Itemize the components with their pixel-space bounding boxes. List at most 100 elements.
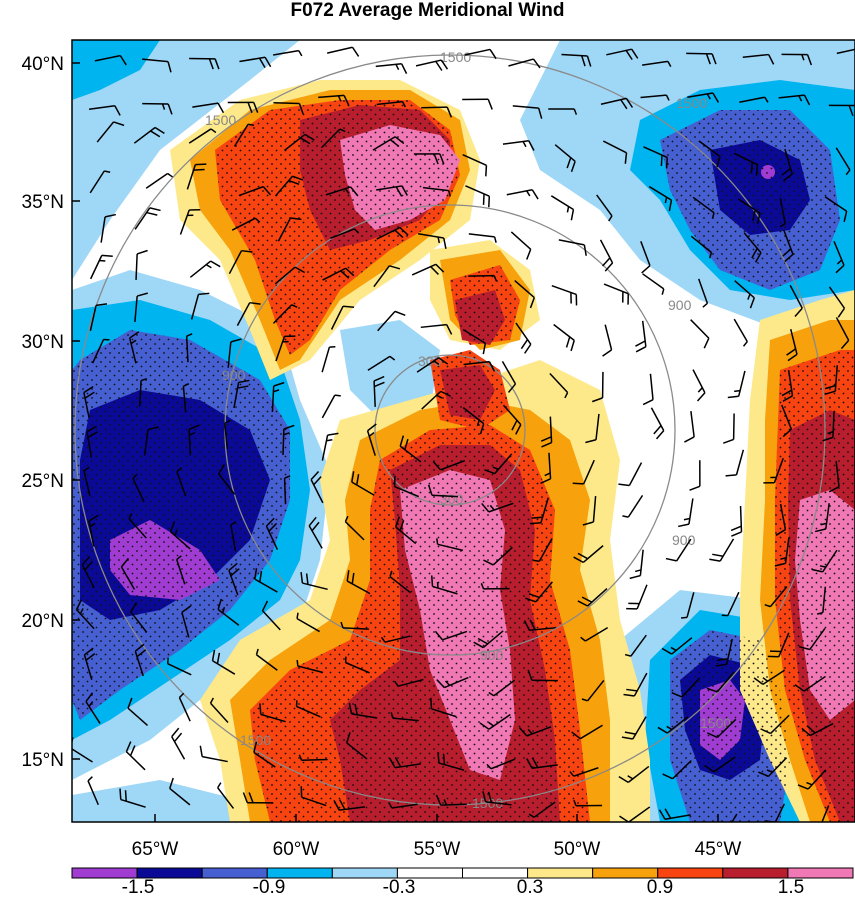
wind-barb-flag bbox=[483, 559, 494, 566]
wind-barb-shaft bbox=[188, 429, 192, 456]
wind-barb-flag bbox=[113, 121, 125, 127]
wind-barb-flag bbox=[326, 439, 333, 442]
wind-barb-flag bbox=[657, 726, 668, 734]
wind-barb-flag bbox=[667, 61, 672, 67]
wind-barb-shaft bbox=[167, 663, 192, 676]
wind-barb-shaft bbox=[774, 803, 786, 822]
wind-barb-shaft bbox=[132, 478, 145, 503]
wind-barb-flag bbox=[88, 514, 99, 522]
wind-barb-flag bbox=[435, 60, 443, 71]
wind-barb-flag bbox=[625, 97, 634, 108]
wind-barb-flag bbox=[526, 190, 531, 197]
wind-barb-shaft bbox=[86, 431, 93, 458]
wind-barb-shaft bbox=[688, 498, 694, 525]
wind-barb-flag bbox=[569, 771, 575, 777]
wind-barb-flag bbox=[511, 419, 518, 431]
wind-barb-flag bbox=[186, 333, 193, 337]
wind-barb-flag bbox=[814, 528, 826, 533]
wind-barb-flag bbox=[249, 301, 261, 305]
wind-barb-flag bbox=[380, 636, 386, 643]
wind-barb-flag bbox=[75, 599, 83, 610]
wind-barb-shaft bbox=[627, 765, 650, 783]
wind-barb-shaft bbox=[825, 503, 830, 530]
wind-barb-shaft bbox=[690, 319, 710, 339]
wind-barb-flag bbox=[119, 788, 122, 800]
wind-barb-flag bbox=[337, 95, 342, 102]
wind-barb-shaft bbox=[239, 56, 266, 63]
wind-barb-flag bbox=[147, 426, 159, 431]
wind-barb-flag bbox=[635, 346, 647, 353]
wind-barb-shaft bbox=[835, 317, 850, 341]
wind-barb-flag bbox=[294, 266, 305, 274]
wind-barb-flag bbox=[565, 336, 571, 348]
wind-barb-flag bbox=[354, 228, 360, 234]
wind-barb-flag bbox=[618, 483, 630, 487]
wind-barb-flag bbox=[149, 207, 161, 212]
ring-label: 300 bbox=[418, 353, 442, 369]
wind-barb-flag bbox=[760, 728, 771, 735]
wind-barb-flag bbox=[217, 102, 225, 114]
wind-barb-shaft bbox=[809, 627, 826, 650]
wind-barb-shaft bbox=[727, 591, 740, 616]
wind-barb-shaft bbox=[125, 751, 146, 771]
wind-barb-flag bbox=[779, 222, 786, 228]
wind-barb-shaft bbox=[185, 336, 189, 363]
wind-barb-flag bbox=[217, 598, 223, 610]
wind-barb-flag bbox=[624, 731, 636, 735]
wind-barb-flag bbox=[716, 657, 729, 662]
wind-barb-shaft bbox=[284, 133, 306, 151]
wind-barb-flag bbox=[782, 248, 792, 257]
wind-barb-flag bbox=[627, 775, 634, 780]
wind-barb-flag bbox=[161, 103, 166, 110]
wind-barb-flag bbox=[708, 252, 713, 259]
wind-barb-flag bbox=[128, 513, 133, 520]
wind-barb-shaft bbox=[274, 175, 294, 197]
wind-barb-flag bbox=[797, 784, 809, 790]
wind-barb-flag bbox=[356, 474, 360, 486]
wind-barb-shaft bbox=[462, 329, 486, 344]
wind-barb-flag bbox=[532, 58, 541, 69]
wind-barb-flag bbox=[167, 103, 173, 115]
wind-barb-flag bbox=[479, 423, 485, 435]
wind-barb-shaft bbox=[493, 679, 516, 697]
wind-barb-flag bbox=[629, 574, 641, 580]
wind-barb-flag bbox=[217, 782, 222, 789]
wind-barb-flag bbox=[619, 815, 630, 822]
wind-barb-flag bbox=[183, 382, 190, 387]
wind-barb-shaft bbox=[72, 748, 93, 763]
wind-barb-shaft bbox=[734, 280, 755, 299]
wind-barb-shaft bbox=[100, 216, 106, 243]
wind-barb-shaft bbox=[731, 813, 738, 822]
wind-barb-flag bbox=[146, 211, 158, 216]
wind-barb-flag bbox=[522, 141, 527, 148]
wind-barb-flag bbox=[176, 555, 182, 561]
wind-barb-shaft bbox=[192, 102, 219, 108]
wind-barb-shaft bbox=[230, 524, 237, 551]
wind-barb-shaft bbox=[596, 194, 613, 217]
wind-barb-shaft bbox=[510, 231, 532, 250]
wind-barb-flag bbox=[354, 703, 358, 715]
wind-barb-shaft bbox=[133, 126, 156, 144]
ring-label: 1500 bbox=[700, 715, 731, 731]
wind-barb-shaft bbox=[692, 369, 706, 394]
wind-barb-shaft bbox=[773, 458, 784, 483]
wind-barb-shaft bbox=[346, 580, 371, 595]
wind-barb-shaft bbox=[120, 566, 136, 590]
wind-barb-flag bbox=[435, 794, 442, 806]
wind-barb-flag bbox=[189, 432, 196, 436]
wind-barb-shaft bbox=[485, 801, 512, 806]
wind-barb-flag bbox=[443, 237, 447, 249]
wind-barb-flag bbox=[87, 431, 98, 439]
wind-barb-flag bbox=[665, 94, 670, 101]
ring-label: 1500 bbox=[240, 732, 271, 748]
wind-barb-flag bbox=[84, 561, 93, 571]
wind-barb-flag bbox=[706, 687, 718, 693]
wind-barb-flag bbox=[436, 394, 443, 399]
wind-barb-shaft bbox=[342, 627, 369, 630]
wind-barb-shaft bbox=[254, 578, 278, 593]
wind-barb-flag bbox=[696, 392, 706, 402]
wind-barb-shaft bbox=[376, 185, 403, 191]
wind-barb-flag bbox=[824, 384, 836, 390]
wind-barb-shaft bbox=[310, 479, 324, 504]
wind-barb-flag bbox=[661, 288, 665, 295]
